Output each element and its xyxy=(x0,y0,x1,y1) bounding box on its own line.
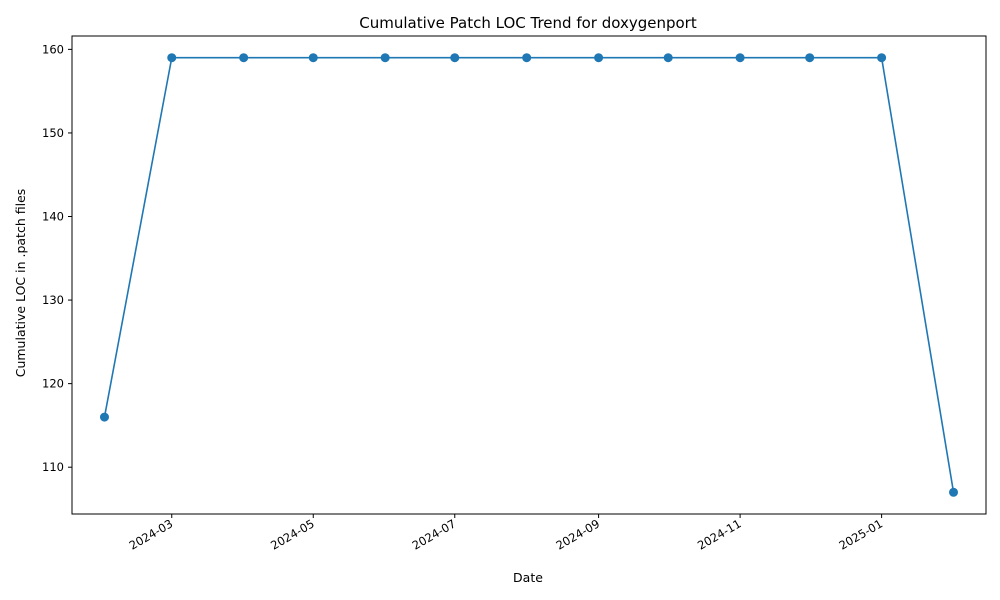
axes-frame xyxy=(71,35,987,515)
x-axis-label: Date xyxy=(513,570,543,585)
y-tick-label: 140 xyxy=(42,210,64,224)
y-tick-label: 130 xyxy=(42,293,64,307)
data-point xyxy=(735,53,745,63)
y-axis-label: Cumulative LOC in .patch files xyxy=(13,189,28,378)
data-point xyxy=(949,487,959,497)
data-point xyxy=(594,53,604,63)
y-axis-ticks: 110 120 130 140 150 160 xyxy=(42,42,72,474)
data-point xyxy=(167,53,177,63)
chart-title: Cumulative Patch LOC Trend for doxygenpo… xyxy=(359,14,697,32)
y-tick-label: 150 xyxy=(42,126,64,140)
data-point xyxy=(805,53,815,63)
plot-area xyxy=(71,35,987,515)
data-point xyxy=(877,53,887,63)
data-point xyxy=(308,53,318,63)
y-tick-label: 160 xyxy=(42,42,64,56)
data-point xyxy=(522,53,532,63)
y-tick-label: 110 xyxy=(42,460,64,474)
data-point xyxy=(663,53,673,63)
y-tick-label: 120 xyxy=(42,377,64,391)
data-point xyxy=(239,53,249,63)
data-point xyxy=(99,412,109,422)
data-point xyxy=(450,53,460,63)
data-point xyxy=(380,53,390,63)
